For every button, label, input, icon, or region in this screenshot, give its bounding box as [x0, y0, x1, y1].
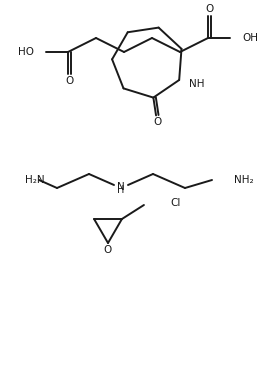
Text: NH: NH: [189, 79, 205, 89]
Text: NH₂: NH₂: [234, 175, 254, 185]
Text: HO: HO: [18, 47, 34, 57]
Text: O: O: [205, 4, 213, 14]
Text: O: O: [104, 245, 112, 255]
Text: OH: OH: [242, 33, 258, 43]
Text: O: O: [65, 76, 73, 86]
Text: Cl: Cl: [170, 198, 180, 208]
Text: H: H: [117, 185, 125, 195]
Text: H₂N: H₂N: [25, 175, 45, 185]
Text: N: N: [117, 182, 125, 192]
Text: O: O: [153, 117, 161, 127]
